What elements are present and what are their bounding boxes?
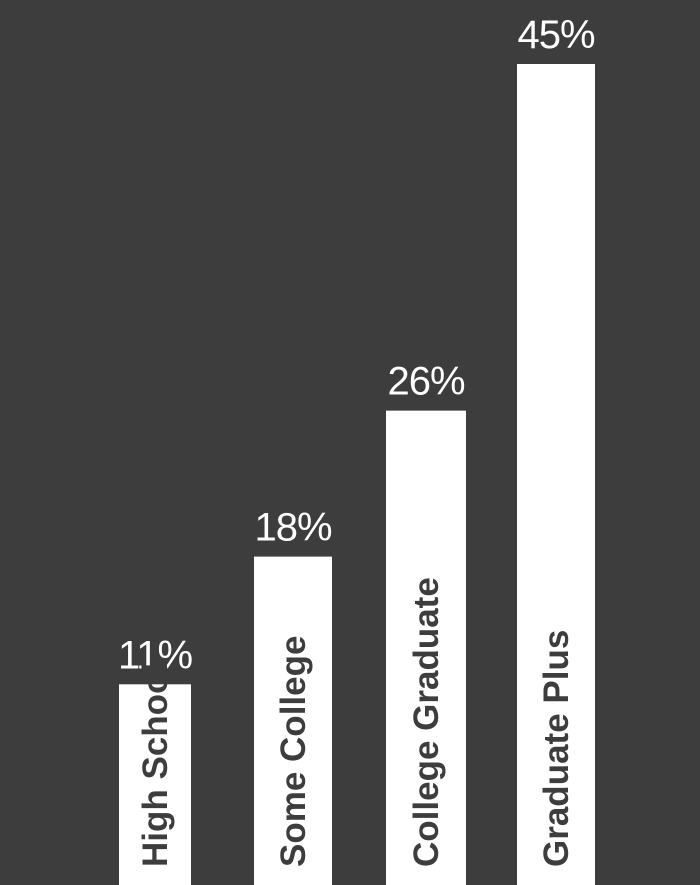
bar	[119, 684, 191, 885]
bar-group: 26% College Graduate	[386, 360, 466, 885]
category-label: College Graduate	[407, 577, 446, 867]
value-label: 18%	[254, 506, 331, 550]
value-label: 11%	[118, 633, 193, 677]
bar	[386, 410, 466, 885]
bar	[517, 64, 595, 885]
value-label: 45%	[517, 13, 594, 57]
bar-group: 45% Graduate Plus	[517, 13, 596, 885]
value-label: 26%	[387, 360, 464, 404]
category-label: High School	[136, 663, 175, 867]
category-label: Graduate Plus	[537, 630, 576, 867]
category-label: Some College	[274, 636, 313, 867]
bar-group: 11%High School	[118, 633, 193, 885]
bars: 11%High School 18% Some College 26% College …	[118, 13, 596, 885]
bar	[254, 556, 332, 885]
bar-group: 18% Some College	[254, 506, 333, 885]
